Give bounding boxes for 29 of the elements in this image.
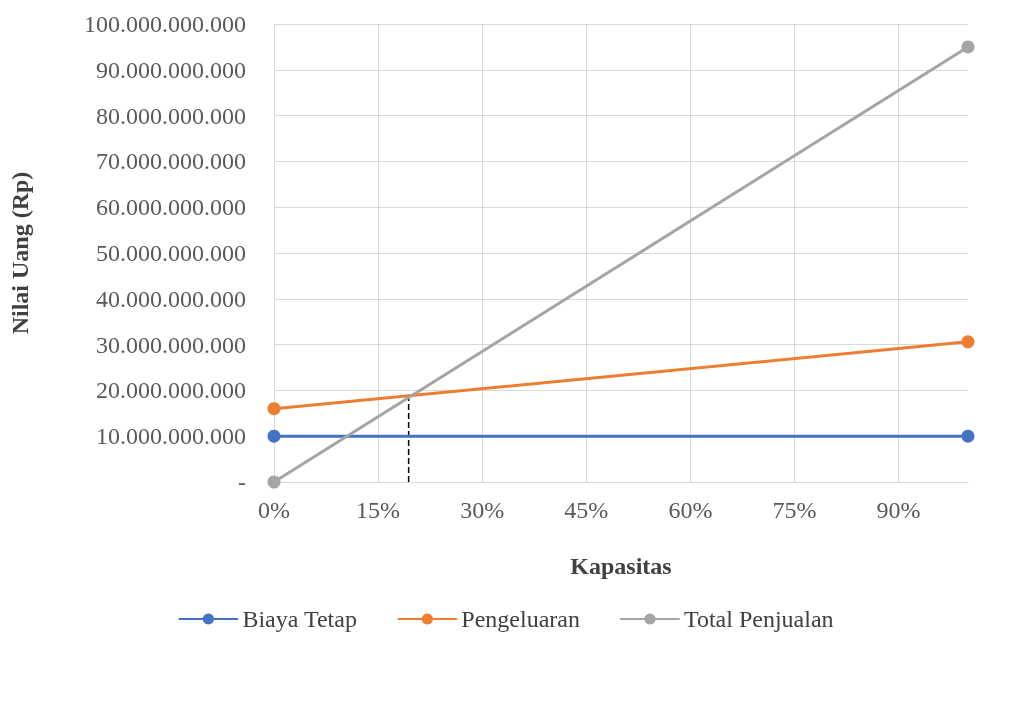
x-tick-label: 45% [564, 497, 609, 523]
x-axis-title: Kapasitas [570, 553, 672, 579]
y-tick-label: 70.000.000.000 [96, 148, 246, 175]
y-tick-label: 50.000.000.000 [96, 240, 246, 266]
x-tick-label: 30% [460, 497, 505, 523]
point [267, 475, 281, 489]
point [961, 429, 975, 443]
x-tick-label: 60% [668, 497, 713, 523]
x-tick-label: 90% [876, 497, 921, 523]
y-tick-label: 40.000.000.000 [96, 285, 246, 312]
x-tick-label: 75% [772, 497, 817, 523]
y-axis-title: Nilai Uang (Rp) [7, 171, 33, 335]
x-tick-label: 0% [258, 497, 290, 523]
point [267, 429, 281, 443]
x-tick-label: 15% [356, 497, 401, 523]
y-tick-label: 10.000.000.000 [96, 423, 246, 450]
legend-label: Pengeluaran [461, 606, 580, 632]
legend-label: Total Penjualan [683, 606, 834, 632]
y-tick-label: 60.000.000.000 [96, 194, 246, 221]
y-tick-label: 90.000.000.000 [96, 56, 246, 83]
y-tick-label: 80.000.000.000 [96, 102, 246, 129]
legend-label: Biaya Tetap [242, 606, 357, 632]
y-tick-label: 20.000.000.000 [96, 377, 246, 404]
y-tick-label: - [238, 469, 246, 495]
y-tick-label: 30.000.000.000 [96, 331, 246, 358]
point [267, 402, 281, 416]
y-tick-label: 100.000.000.000 [84, 11, 246, 37]
point [961, 40, 975, 54]
point [961, 335, 975, 349]
